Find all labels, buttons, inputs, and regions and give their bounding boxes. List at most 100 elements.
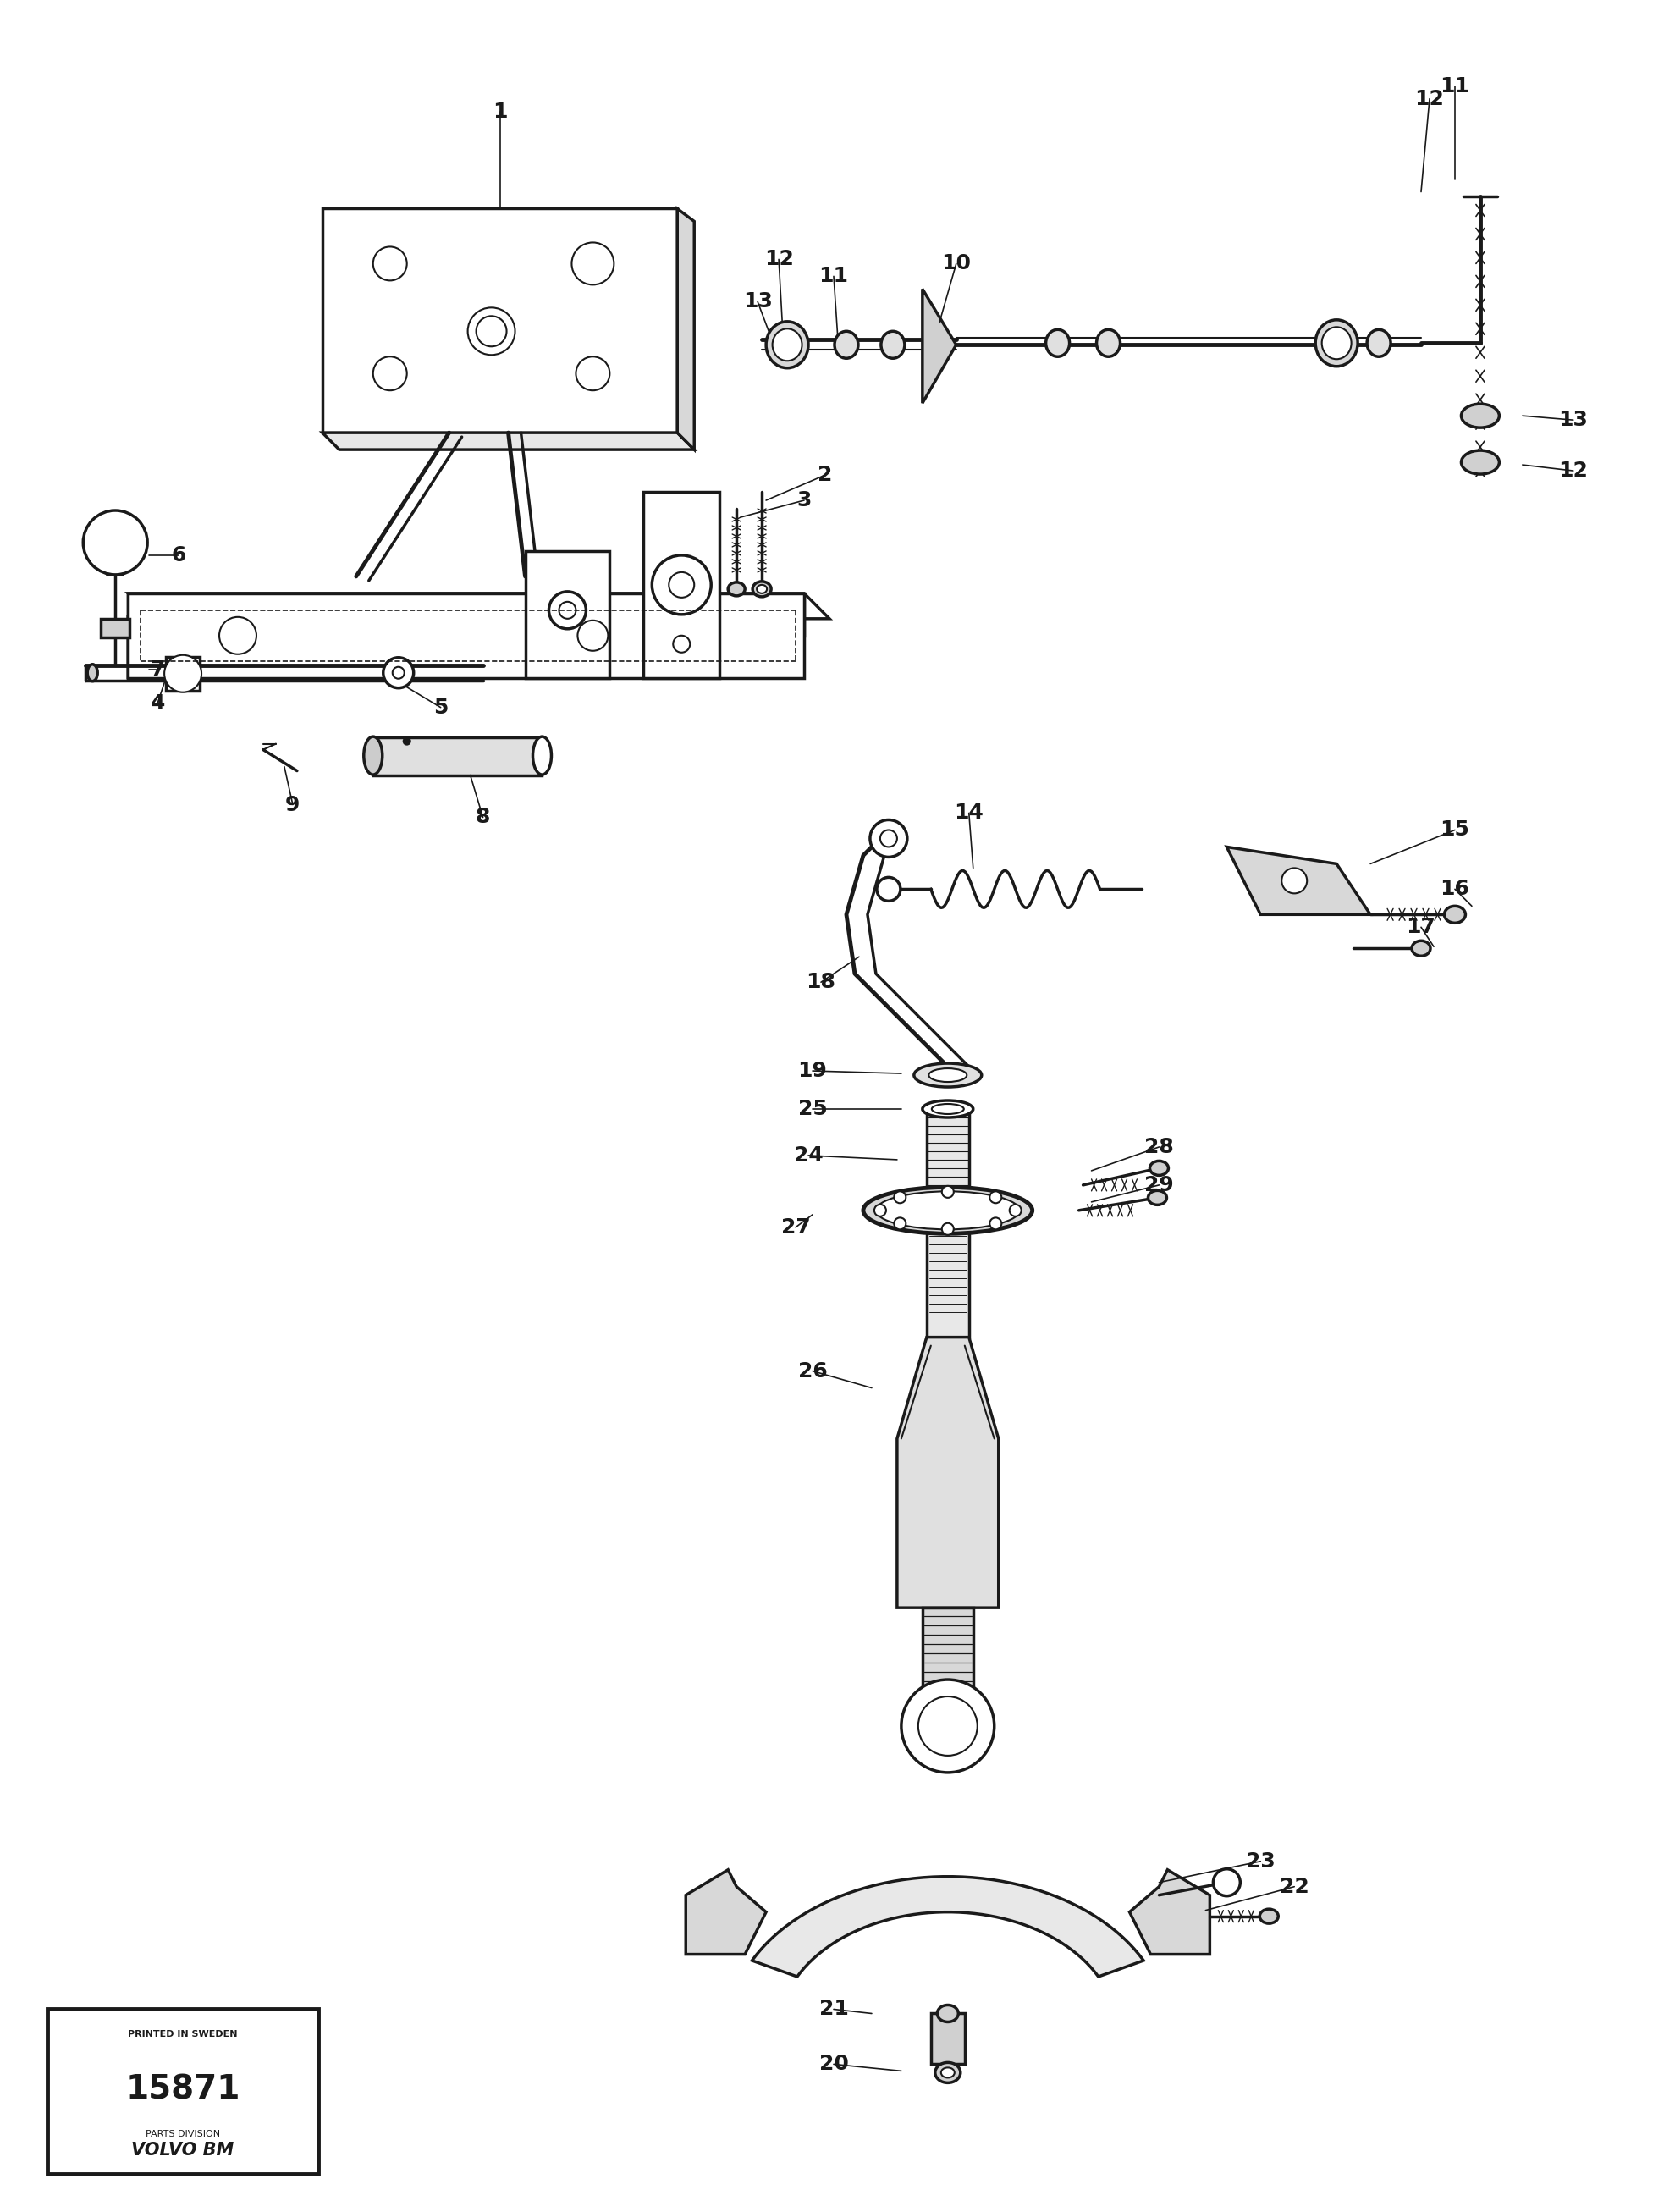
Text: 21: 21 (819, 2000, 849, 2020)
Text: 15: 15 (1439, 821, 1469, 841)
Ellipse shape (1461, 405, 1499, 427)
Text: 9: 9 (286, 794, 300, 814)
Ellipse shape (729, 582, 745, 595)
Polygon shape (526, 551, 609, 677)
Polygon shape (128, 619, 153, 677)
Circle shape (894, 1192, 905, 1203)
Ellipse shape (1411, 940, 1431, 956)
Text: 25: 25 (797, 1099, 827, 1119)
Ellipse shape (1260, 1909, 1278, 1924)
Circle shape (165, 655, 201, 692)
Circle shape (877, 878, 900, 900)
Circle shape (373, 356, 408, 392)
Text: 29: 29 (1145, 1175, 1173, 1194)
Text: 4: 4 (150, 692, 165, 712)
Polygon shape (922, 290, 957, 403)
Circle shape (942, 1223, 953, 1234)
Text: 12: 12 (1559, 460, 1587, 480)
Bar (48, 2008, 318, 2174)
Text: 15871: 15871 (125, 2075, 240, 2106)
Text: 24: 24 (794, 1146, 824, 1166)
Circle shape (476, 316, 506, 347)
Text: 18: 18 (807, 971, 835, 993)
Ellipse shape (932, 1104, 963, 1115)
Circle shape (894, 1217, 905, 1230)
Text: VOLVO BM: VOLVO BM (131, 2141, 235, 2159)
Ellipse shape (942, 2068, 955, 2077)
Circle shape (468, 307, 516, 354)
Ellipse shape (1444, 907, 1466, 922)
Circle shape (880, 830, 897, 847)
Circle shape (874, 1206, 887, 1217)
Circle shape (674, 635, 691, 653)
Ellipse shape (364, 737, 383, 774)
Ellipse shape (875, 1192, 1020, 1230)
Circle shape (1010, 1206, 1022, 1217)
Text: 12: 12 (764, 250, 794, 270)
Text: 10: 10 (942, 254, 972, 274)
Ellipse shape (757, 584, 767, 593)
Ellipse shape (1321, 327, 1351, 358)
Polygon shape (677, 208, 694, 449)
Ellipse shape (532, 737, 551, 774)
Circle shape (373, 248, 408, 281)
Text: 14: 14 (953, 803, 983, 823)
Ellipse shape (864, 1188, 1032, 1234)
Text: 16: 16 (1439, 878, 1469, 900)
Polygon shape (927, 1108, 968, 1201)
Text: 8: 8 (476, 807, 491, 827)
Text: 2: 2 (819, 465, 832, 484)
Polygon shape (128, 593, 804, 635)
Polygon shape (1226, 847, 1371, 914)
Ellipse shape (1461, 451, 1499, 473)
Ellipse shape (1316, 321, 1358, 367)
Text: 17: 17 (1406, 918, 1436, 938)
Text: 6: 6 (171, 544, 186, 566)
Ellipse shape (1047, 330, 1070, 356)
Text: 26: 26 (797, 1360, 827, 1380)
Ellipse shape (935, 2062, 960, 2084)
Text: 23: 23 (1246, 1851, 1275, 1871)
Ellipse shape (1097, 330, 1120, 356)
Ellipse shape (880, 332, 905, 358)
Text: PARTS DIVISION: PARTS DIVISION (145, 2130, 220, 2139)
Text: 13: 13 (1559, 409, 1587, 429)
Circle shape (572, 243, 614, 285)
Circle shape (870, 821, 907, 856)
Text: 5: 5 (433, 697, 448, 717)
Polygon shape (930, 2013, 965, 2064)
Text: 3: 3 (797, 491, 812, 511)
Ellipse shape (88, 664, 98, 681)
Polygon shape (128, 593, 804, 677)
Circle shape (669, 573, 694, 597)
Circle shape (990, 1192, 1002, 1203)
Circle shape (942, 1186, 953, 1197)
Text: PRINTED IN SWEDEN: PRINTED IN SWEDEN (128, 2031, 238, 2037)
Ellipse shape (929, 1068, 967, 1082)
Circle shape (902, 1679, 995, 1772)
Circle shape (220, 617, 256, 655)
Ellipse shape (937, 2004, 958, 2022)
Circle shape (383, 657, 414, 688)
Polygon shape (922, 1608, 973, 1710)
Circle shape (83, 511, 148, 575)
Circle shape (576, 356, 609, 392)
Polygon shape (102, 619, 130, 637)
Ellipse shape (922, 1102, 973, 1117)
Ellipse shape (914, 1064, 982, 1086)
Circle shape (403, 739, 411, 745)
Text: 22: 22 (1280, 1876, 1310, 1898)
Text: 13: 13 (742, 292, 772, 312)
Text: 7: 7 (150, 659, 165, 679)
Text: 1: 1 (493, 102, 508, 122)
Ellipse shape (1368, 330, 1391, 356)
Text: 12: 12 (1414, 88, 1444, 108)
Ellipse shape (772, 330, 802, 361)
Text: 11: 11 (1439, 75, 1469, 97)
Circle shape (990, 1217, 1002, 1230)
Text: 28: 28 (1145, 1137, 1173, 1157)
Text: 20: 20 (819, 2055, 849, 2075)
Circle shape (1281, 867, 1306, 894)
Ellipse shape (1150, 1161, 1168, 1175)
Circle shape (1213, 1869, 1240, 1896)
